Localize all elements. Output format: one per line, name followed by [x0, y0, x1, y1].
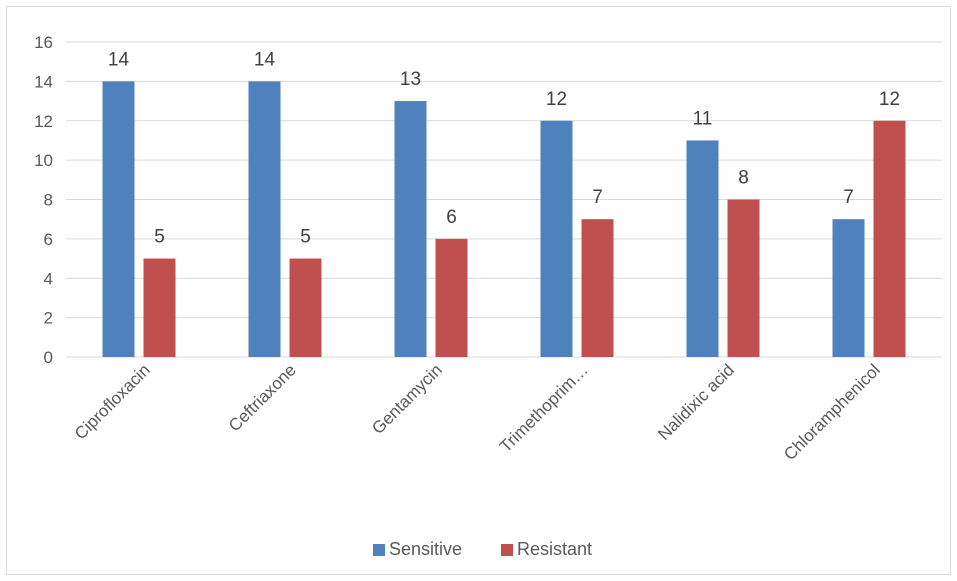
bar-sensitive-5	[832, 219, 865, 357]
bar-resistant-3	[581, 219, 614, 357]
legend-label-sensitive: Sensitive	[389, 539, 462, 559]
data-label-sensitive-0: 14	[108, 49, 130, 70]
bar-chart: 0 2 4 6 8 10 12 14 16 14 14 13 12 11 7 5 5 6 7 8 12 Ciprofl…	[34, 33, 942, 559]
category-label-0: Ciprofloxacin	[71, 360, 154, 443]
gridlines	[66, 41, 942, 358]
bar-sensitive-1	[248, 81, 281, 357]
bar-sensitive-3	[540, 120, 573, 357]
bar-resistant-2	[435, 238, 468, 357]
y-tick-label: 6	[44, 230, 53, 249]
bar-resistant-5	[873, 120, 906, 357]
data-label-resistant-2: 6	[446, 207, 457, 228]
category-label-1: Ceftriaxone	[225, 360, 300, 435]
data-label-sensitive-2: 13	[400, 69, 421, 90]
x-axis: Ciprofloxacin Ceftriaxone Gentamycin Trimet…	[71, 360, 884, 464]
legend: Sensitive Resistant	[373, 539, 592, 559]
y-tick-label: 0	[44, 348, 53, 367]
legend-label-resistant: Resistant	[517, 539, 592, 559]
y-tick-label: 10	[34, 151, 53, 170]
bar-sensitive-4	[686, 140, 719, 357]
data-label-sensitive-3: 12	[546, 89, 567, 110]
data-label-sensitive-1: 14	[254, 49, 276, 70]
category-label-4: Nalidixic acid	[654, 360, 738, 444]
y-tick-label: 16	[34, 33, 53, 52]
bar-resistant-0	[143, 258, 176, 357]
data-label-resistant-5: 12	[879, 89, 900, 110]
bars	[102, 81, 906, 357]
category-label-3: Trimethoprim…	[496, 360, 592, 456]
data-label-resistant-0: 5	[154, 227, 165, 248]
bar-sensitive-2	[394, 101, 427, 357]
bar-resistant-1	[289, 258, 322, 357]
bar-resistant-4	[727, 199, 760, 357]
category-label-2: Gentamycin	[368, 360, 446, 438]
legend-swatch-sensitive	[373, 544, 385, 556]
data-label-sensitive-4: 11	[693, 108, 713, 129]
chart-frame: 0 2 4 6 8 10 12 14 16 14 14 13 12 11 7 5 5 6 7 8 12 Ciprofl…	[6, 6, 951, 575]
y-tick-label: 4	[44, 269, 53, 288]
data-label-sensitive-5: 7	[843, 187, 854, 208]
data-labels: 14 14 13 12 11 7 5 5 6 7 8 12	[108, 49, 900, 247]
legend-swatch-resistant	[501, 544, 513, 556]
y-axis: 0 2 4 6 8 10 12 14 16	[34, 33, 53, 367]
data-label-resistant-4: 8	[738, 168, 749, 189]
data-label-resistant-3: 7	[592, 187, 603, 208]
data-label-resistant-1: 5	[300, 227, 311, 248]
y-tick-label: 2	[44, 309, 53, 328]
bar-sensitive-0	[102, 81, 135, 357]
category-label-5: Chloramphenicol	[780, 360, 884, 464]
y-tick-label: 12	[34, 112, 53, 131]
y-tick-label: 14	[34, 72, 53, 91]
y-tick-label: 8	[44, 191, 53, 210]
